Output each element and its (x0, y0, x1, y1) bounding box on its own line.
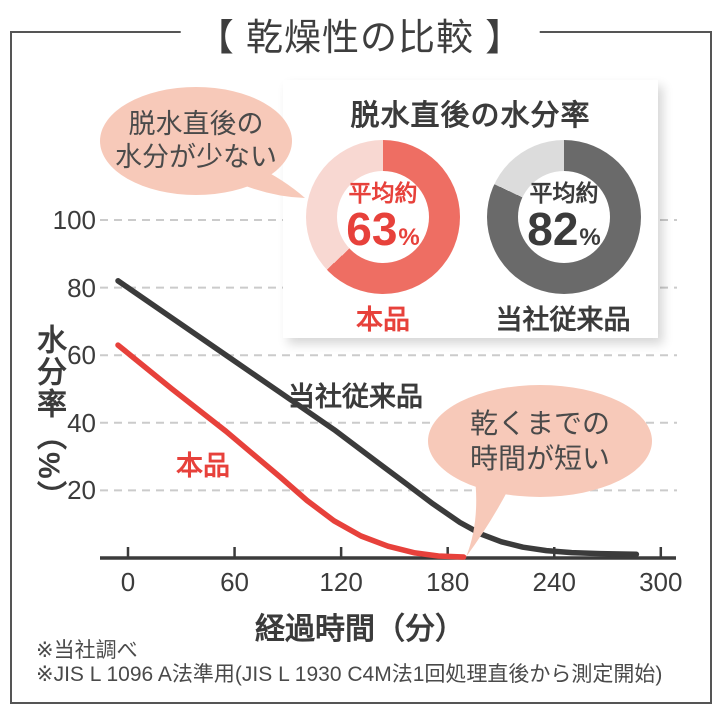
bubble-text-line: 時間が短い (469, 443, 610, 474)
page-title: 【 乾燥性の比較 】 (180, 7, 540, 61)
donut-unit: % (398, 223, 420, 251)
black-series-line (115, 278, 640, 558)
x-tick-label-300: 300 (639, 567, 683, 597)
footnote-source: ※当社調べ (36, 639, 138, 662)
donut-hole: 平均約 82 % (518, 171, 610, 263)
donut-prefix-label: 平均約 (529, 180, 599, 207)
y-tick-label-40: 40 (67, 407, 96, 438)
bubble-text-line: 水分が少ない (115, 142, 277, 172)
x-axis-title: 経過時間（分） (255, 613, 465, 646)
inset-panel: 脱水直後の水分率 平均約 63 % 平均約 82 % 本品 当社従来品 (283, 80, 658, 338)
x-tick-label-180: 180 (425, 567, 470, 597)
x-tick-label-60: 60 (220, 567, 249, 597)
red-series-line (115, 342, 467, 560)
donut-unit: % (579, 223, 601, 251)
y-tick-label-80: 80 (67, 272, 96, 303)
donut-prefix-label: 平均約 (348, 180, 418, 207)
y-tick-label-60: 60 (67, 340, 96, 371)
x-tick-label-120: 120 (319, 567, 363, 597)
footnote-method: ※JIS L 1096 A法準用(JIS L 1930 C4M法1回処理直後から… (36, 663, 663, 686)
series-label-conventional: 当社従来品 (288, 382, 423, 412)
x-tick-label-240: 240 (532, 567, 576, 597)
bubble-text-line: 脱水直後の (128, 109, 264, 140)
donut-chart-main-product: 平均約 63 % (306, 140, 460, 294)
donut-chart-conventional: 平均約 82 % (487, 140, 641, 294)
donut-label-main-product: 本品 (356, 305, 410, 335)
speech-bubble-quick-dry: 乾くまでの 時間が短い (428, 385, 652, 497)
speech-bubble-low-moisture: 脱水直後の 水分が少ない (100, 87, 292, 195)
donut-value: 82 (527, 203, 579, 256)
x-tick-label-0: 0 (120, 567, 136, 597)
donut-value: 63 (346, 203, 398, 256)
y-tick-label-20: 20 (67, 475, 96, 506)
donut-hole: 平均約 63 % (337, 171, 429, 263)
y-tick-label-100: 100 (52, 205, 96, 235)
y-axis-title: 水分率（%） (32, 324, 65, 513)
inset-panel-title: 脱水直後の水分率 (350, 100, 591, 132)
donut-label-conventional: 当社従来品 (495, 305, 631, 335)
bubble-text-line: 乾くまでの (469, 408, 610, 439)
series-label-main-product: 本品 (176, 451, 230, 481)
